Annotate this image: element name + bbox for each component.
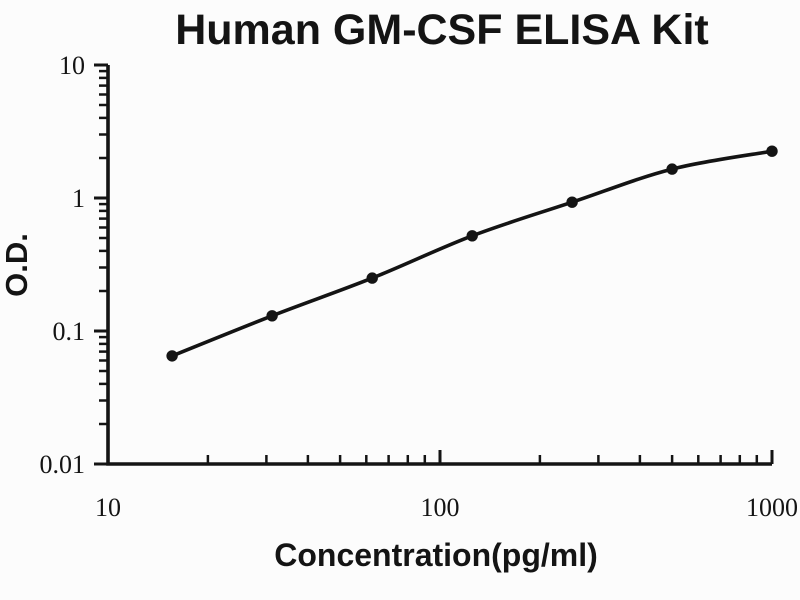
- y-tick-label: 0.1: [53, 317, 86, 346]
- y-tick-label: 0.01: [40, 450, 86, 479]
- axis-frame: [106, 65, 772, 466]
- data-point-marker: [466, 230, 478, 242]
- chart-title: Human GM-CSF ELISA Kit: [175, 6, 709, 54]
- x-axis-label: Concentration(pg/ml): [274, 537, 598, 573]
- data-point-marker: [366, 272, 378, 284]
- data-point-marker: [766, 145, 778, 157]
- data-point-marker: [166, 350, 178, 362]
- data-point-marker: [566, 196, 578, 208]
- data-point-marker: [266, 310, 278, 322]
- x-tick-label: 100: [421, 493, 460, 522]
- x-tick-label: 1000: [746, 493, 798, 522]
- standard-curve-line: [170, 149, 774, 358]
- y-axis-label: O.D.: [0, 233, 34, 297]
- data-point-marker: [666, 163, 678, 175]
- x-tick-label: 10: [95, 493, 121, 522]
- y-tick-label: 1: [72, 184, 85, 213]
- y-tick-label: 10: [59, 51, 85, 80]
